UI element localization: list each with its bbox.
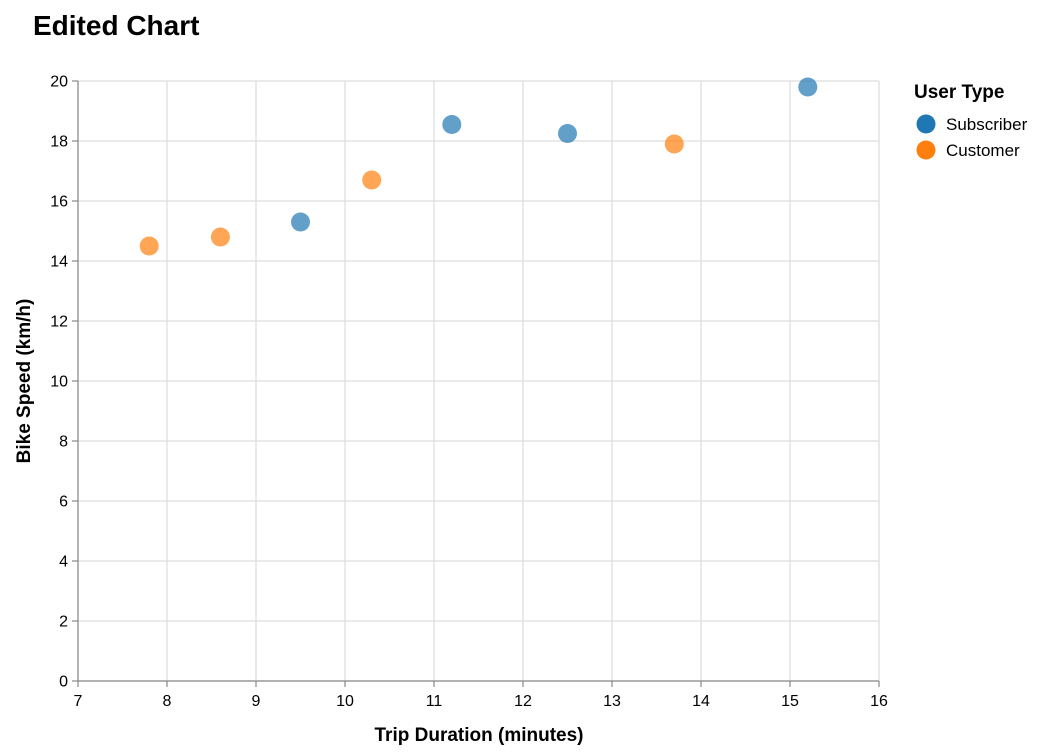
data-point-subscriber[interactable] xyxy=(798,77,818,97)
x-tick-label: 16 xyxy=(870,693,888,710)
legend-symbol-customer xyxy=(916,140,936,160)
y-tick-label: 20 xyxy=(50,74,68,91)
x-tick-label: 7 xyxy=(74,693,83,710)
y-tick-label: 10 xyxy=(50,374,68,391)
y-tick-label: 14 xyxy=(50,254,68,271)
y-tick-label: 4 xyxy=(59,554,68,571)
x-tick-label: 13 xyxy=(603,693,621,710)
x-tick-label: 11 xyxy=(426,693,443,710)
axes: 7 8 9 10 11 12 13 14 15 16 0 2 4 6 8 10 12 14 16 18 20 xyxy=(50,74,888,711)
legend-label-subscriber: Subscriber xyxy=(946,115,1028,134)
legend-label-customer: Customer xyxy=(946,141,1020,160)
data-point-customer[interactable] xyxy=(210,227,230,247)
legend-symbol-subscriber xyxy=(916,114,936,134)
chart-title: Edited Chart xyxy=(33,10,199,41)
x-tick-label: 8 xyxy=(163,693,172,710)
y-tick-label: 12 xyxy=(50,314,68,331)
data-point-subscriber[interactable] xyxy=(291,212,310,232)
y-tick-label: 0 xyxy=(59,674,68,691)
x-tick-label: 12 xyxy=(514,693,532,710)
data-point-subscriber[interactable] xyxy=(558,124,577,143)
y-axis-title: Bike Speed (km/h) xyxy=(14,299,35,464)
y-tick-label: 2 xyxy=(59,614,68,631)
y-tick-label: 18 xyxy=(50,134,68,151)
x-axis-title: Trip Duration (minutes) xyxy=(375,725,584,746)
data-point-customer[interactable] xyxy=(362,170,382,190)
legend-title: User Type xyxy=(914,82,1004,103)
data-points xyxy=(139,77,818,256)
grid-lines xyxy=(77,80,880,682)
data-point-subscriber[interactable] xyxy=(442,115,462,134)
x-tick-label: 15 xyxy=(781,693,799,710)
data-point-customer[interactable] xyxy=(139,236,159,256)
y-tick-label: 6 xyxy=(59,494,68,511)
y-tick-label: 16 xyxy=(50,194,68,211)
y-tick-label: 8 xyxy=(59,434,68,451)
legend: User Type Subscriber Customer xyxy=(914,82,1028,160)
x-tick-label: 10 xyxy=(336,693,354,710)
x-tick-label: 9 xyxy=(252,693,261,710)
data-point-customer[interactable] xyxy=(664,134,684,154)
x-tick-label: 14 xyxy=(692,693,710,710)
